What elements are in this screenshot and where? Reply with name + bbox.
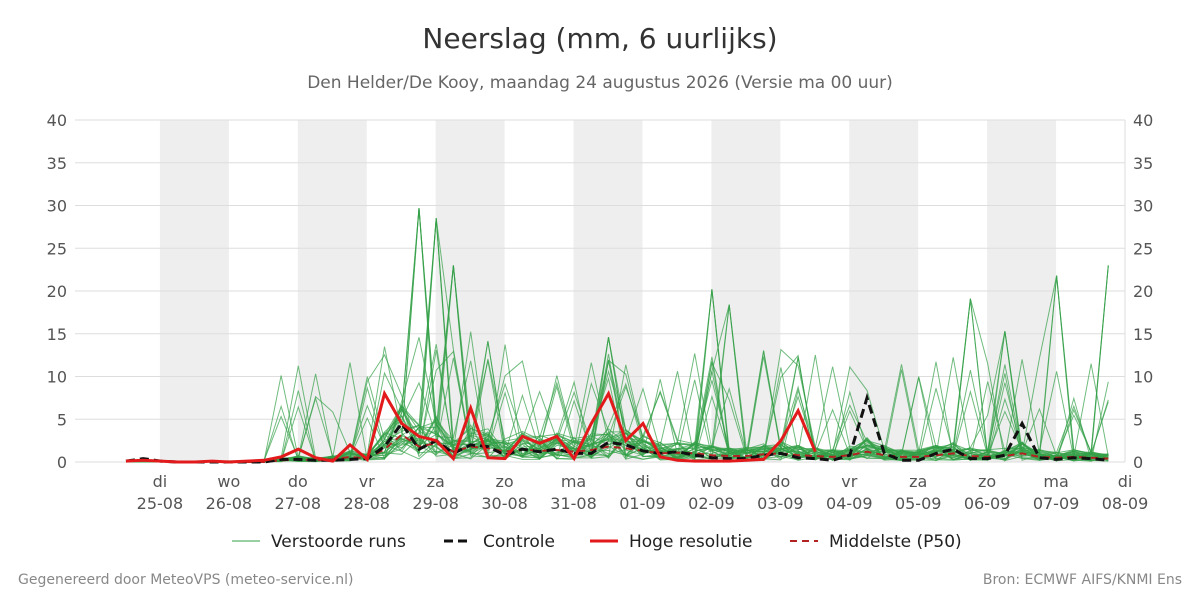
x-tick-date: 02-09	[688, 494, 735, 513]
legend-label: Middelste (P50)	[829, 532, 962, 552]
legend-label: Verstoorde runs	[271, 532, 406, 552]
high-res-series	[125, 389, 817, 464]
x-tick-day: zo	[496, 472, 514, 491]
x-tick-date: 30-08	[481, 494, 528, 513]
x-tick-day: wo	[700, 472, 723, 491]
x-tick-date: 31-08	[550, 494, 597, 513]
y-tick-label: 5	[1133, 410, 1143, 429]
y-tick-label: 35	[47, 154, 67, 173]
footer-credit: Gegenereerd door MeteoVPS (meteo-service…	[18, 572, 354, 588]
y-tick-label: 25	[1133, 239, 1153, 258]
x-tick-date: 06-09	[964, 494, 1011, 513]
chart-title: Neerslag (mm, 6 uurlijks)	[422, 22, 778, 55]
y-tick-label: 35	[1133, 154, 1153, 173]
ensemble-run-line	[125, 350, 1109, 463]
x-axis: di 25-08 wo 26-08 do 27-08 vr 28-08 za 29-08 zo 30-…	[137, 472, 1149, 513]
x-tick-date: 08-09	[1102, 494, 1149, 513]
high-res-line	[125, 389, 817, 464]
x-tick-day: vr	[359, 472, 375, 491]
control-series	[125, 392, 1109, 464]
legend-label: Controle	[483, 532, 555, 552]
x-tick-date: 26-08	[206, 494, 253, 513]
x-tick-day: di	[1118, 472, 1133, 491]
x-tick-day: zo	[978, 472, 996, 491]
y-tick-label: 20	[1133, 282, 1153, 301]
grid-lines	[75, 119, 1126, 463]
x-tick-date: 27-08	[275, 494, 322, 513]
median-series	[125, 433, 1109, 463]
median-line	[125, 433, 1109, 463]
x-tick-date: 07-09	[1033, 494, 1080, 513]
x-tick-day: vr	[841, 472, 857, 491]
x-tick-date: 28-08	[343, 494, 390, 513]
x-tick-date: 04-09	[826, 494, 873, 513]
x-tick-day: za	[909, 472, 927, 491]
x-tick-date: 05-09	[895, 494, 942, 513]
x-tick-day: ma	[561, 472, 586, 491]
x-tick-day: do	[288, 472, 308, 491]
legend: Verstoorde runs Controle Hoge resolutie Mid…	[232, 532, 962, 552]
x-tick-date: 29-08	[412, 494, 459, 513]
y-tick-label: 10	[1133, 368, 1153, 387]
ensemble-run-line	[125, 218, 1109, 463]
y-axis-left: 0 5 10 15 20 25 30 35 40	[47, 111, 67, 472]
x-tick-day: di	[635, 472, 650, 491]
y-tick-label: 15	[47, 325, 67, 344]
y-tick-label: 20	[47, 282, 67, 301]
control-line	[125, 392, 1109, 464]
x-tick-day: di	[153, 472, 168, 491]
y-tick-label: 30	[47, 197, 67, 216]
x-tick-date: 03-09	[757, 494, 804, 513]
x-tick-day: ma	[1043, 472, 1068, 491]
y-tick-label: 40	[47, 111, 67, 130]
y-tick-label: 5	[57, 410, 67, 429]
x-tick-day: za	[427, 472, 445, 491]
footer-source: Bron: ECMWF AIFS/KNMI Ens	[982, 572, 1182, 588]
y-tick-label: 0	[57, 453, 67, 472]
y-tick-label: 0	[1133, 453, 1143, 472]
x-tick-day: wo	[217, 472, 240, 491]
x-tick-day: do	[770, 472, 790, 491]
x-tick-date: 25-08	[137, 494, 184, 513]
x-tick-date: 01-09	[619, 494, 666, 513]
y-tick-label: 30	[1133, 197, 1153, 216]
y-tick-label: 40	[1133, 111, 1153, 130]
y-axis-right: 0 5 10 15 20 25 30 35 40	[1133, 111, 1153, 472]
legend-label: Hoge resolutie	[629, 532, 753, 552]
chart-subtitle: Den Helder/De Kooy, maandag 24 augustus …	[307, 73, 893, 93]
y-tick-label: 10	[47, 368, 67, 387]
ensemble-run-line	[125, 298, 1109, 463]
y-tick-label: 25	[47, 239, 67, 258]
y-tick-label: 15	[1133, 325, 1153, 344]
